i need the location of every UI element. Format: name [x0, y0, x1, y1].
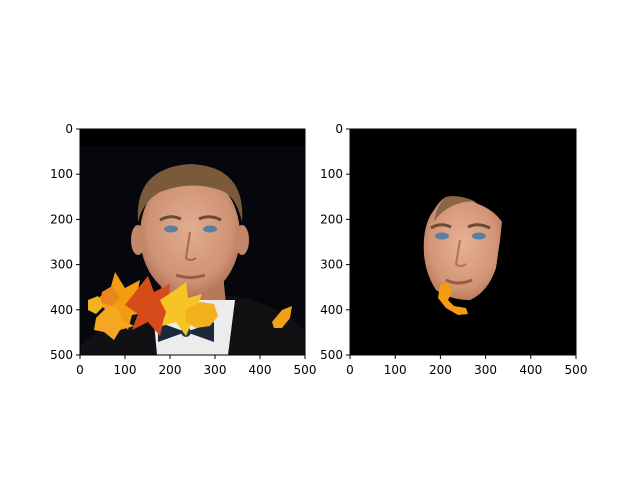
left-x-tick-label: 0: [76, 363, 84, 377]
left-x-tick-label: 400: [249, 363, 272, 377]
right-y-tick-label: 300: [320, 258, 343, 272]
right-image: [350, 129, 576, 355]
right-x-tick-label: 500: [565, 363, 588, 377]
right-y-tick-label: 500: [320, 348, 343, 362]
left-y-tick-label: 100: [50, 167, 73, 181]
right-axes-frame: [349, 128, 577, 356]
left-y-tick-label: 200: [50, 212, 73, 226]
left-axes-frame: [79, 128, 306, 356]
left-y-tick-label: 300: [50, 258, 73, 272]
right-y-tick-label: 100: [320, 167, 343, 181]
right-x-tick-label: 100: [384, 363, 407, 377]
left-x-tick-label: 500: [294, 363, 317, 377]
left-x-tick-label: 300: [204, 363, 227, 377]
left-x-tick-label: 100: [114, 363, 137, 377]
hair-fragment: [434, 196, 476, 222]
right-x-tick-label: 0: [346, 363, 354, 377]
left-x-tick-label: 200: [159, 363, 182, 377]
autumn-leaves: [88, 272, 292, 340]
right-x-tick-label: 400: [519, 363, 542, 377]
right-y-tick-label: 200: [320, 212, 343, 226]
right-x-tick-label: 200: [429, 363, 452, 377]
hair: [137, 164, 243, 222]
segmented-face: [423, 196, 502, 300]
leaf-fragment: [438, 282, 468, 315]
right-x-tick-label: 300: [474, 363, 497, 377]
left-image: [80, 129, 305, 355]
left-y-tick-label: 500: [50, 348, 73, 362]
right-y-tick-label: 0: [335, 122, 343, 136]
right-y-tick-label: 400: [320, 303, 343, 317]
left-y-tick-label: 400: [50, 303, 73, 317]
left-y-tick-label: 0: [65, 122, 73, 136]
